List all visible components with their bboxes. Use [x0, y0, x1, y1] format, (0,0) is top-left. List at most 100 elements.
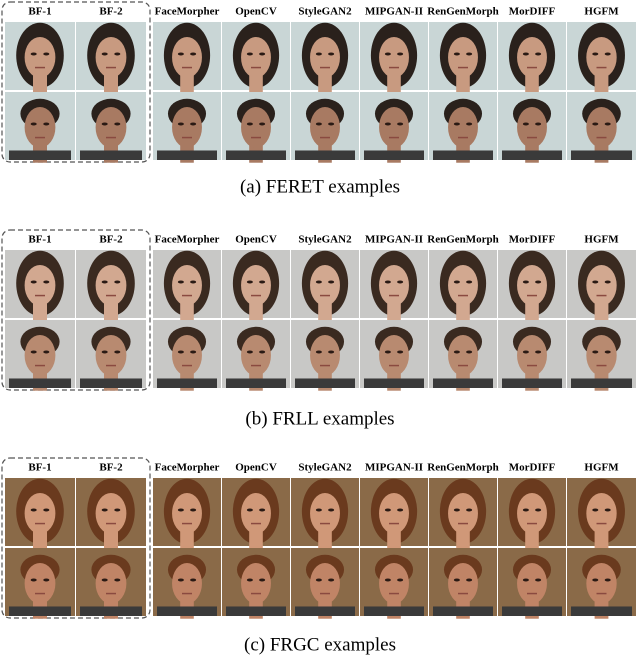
face [448, 106, 478, 148]
column-header: MIPGAN-II [365, 462, 423, 474]
column-header: FaceMorpher [155, 6, 220, 18]
face [95, 36, 127, 78]
column-header: MIPGAN-II [365, 6, 423, 18]
eye [315, 52, 322, 56]
neck [33, 528, 47, 549]
face [172, 36, 202, 78]
shoulders [80, 606, 142, 616]
eye [384, 350, 391, 354]
face [310, 492, 340, 534]
eye [328, 52, 335, 56]
eye [592, 280, 599, 284]
eye [30, 508, 37, 512]
face [586, 36, 617, 78]
eye [592, 578, 599, 582]
shoulders [157, 606, 217, 616]
eye [522, 280, 529, 284]
column-header: RenGenMorph [427, 6, 499, 18]
bona-fide-box [1, 1, 151, 163]
face-image [5, 320, 75, 391]
shoulders [433, 378, 493, 388]
eye [259, 122, 266, 126]
neck [33, 300, 47, 321]
eye [592, 52, 599, 56]
eye [315, 280, 322, 284]
face [172, 334, 202, 376]
face-image [222, 478, 290, 549]
shoulders [295, 150, 355, 160]
neck [594, 300, 609, 321]
eye [453, 508, 460, 512]
eye [30, 350, 37, 354]
eye [177, 280, 184, 284]
eye [397, 280, 404, 284]
eye [466, 122, 473, 126]
shoulders [502, 150, 562, 160]
eye [114, 52, 121, 56]
column-header: MorDIFF [509, 6, 556, 18]
eye [30, 578, 37, 582]
face-image [567, 548, 636, 619]
face-image [76, 548, 146, 619]
face [310, 36, 340, 78]
eye [453, 122, 460, 126]
eye [592, 122, 599, 126]
face-image [153, 548, 221, 619]
eye [466, 350, 473, 354]
face-image [5, 548, 75, 619]
eye [535, 508, 542, 512]
eye [101, 350, 108, 354]
column-header: StyleGAN2 [298, 462, 352, 474]
face-image [360, 22, 428, 93]
eye [522, 350, 529, 354]
eye [384, 52, 391, 56]
face [24, 492, 56, 534]
shoulders [295, 378, 355, 388]
face-image [498, 478, 566, 549]
eye [30, 122, 37, 126]
face-image [567, 22, 636, 93]
shoulders [295, 606, 355, 616]
column-header: MorDIFF [509, 462, 556, 474]
eye [259, 578, 266, 582]
face-image [222, 92, 290, 163]
face-image [153, 92, 221, 163]
shoulders [571, 150, 632, 160]
eye [328, 578, 335, 582]
column-header: BF-1 [28, 6, 51, 18]
face [172, 562, 202, 604]
face [517, 106, 547, 148]
face [379, 334, 409, 376]
shoulders [226, 378, 286, 388]
face [310, 334, 340, 376]
eye [43, 280, 50, 284]
face-image [291, 22, 359, 93]
face-image [222, 22, 290, 93]
eye [604, 350, 611, 354]
panel-caption: (b) FRLL examples [245, 408, 394, 429]
face [310, 106, 340, 148]
neck [104, 300, 118, 321]
face-image [498, 92, 566, 163]
eye [190, 280, 197, 284]
bona-fide-box [1, 229, 151, 391]
face-image [222, 320, 290, 391]
face-image [291, 250, 359, 321]
face [95, 562, 127, 604]
eye [522, 122, 529, 126]
bona-fide-box [1, 457, 151, 619]
face [586, 562, 617, 604]
shoulders [433, 150, 493, 160]
column-header: OpenCV [235, 462, 277, 474]
eye [246, 280, 253, 284]
column-header: MorDIFF [509, 234, 556, 246]
eye [315, 578, 322, 582]
neck [387, 72, 401, 93]
column-header: HGFM [584, 462, 619, 474]
face-image [429, 478, 497, 549]
shoulders [364, 378, 424, 388]
eye [114, 280, 121, 284]
face [310, 264, 340, 306]
eye [101, 280, 108, 284]
face-image [153, 478, 221, 549]
